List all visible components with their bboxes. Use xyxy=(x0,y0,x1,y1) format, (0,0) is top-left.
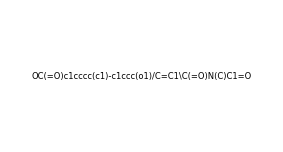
Text: OC(=O)c1cccc(c1)-c1ccc(o1)/C=C1\C(=O)N(C)C1=O: OC(=O)c1cccc(c1)-c1ccc(o1)/C=C1\C(=O)N(C… xyxy=(31,71,252,81)
